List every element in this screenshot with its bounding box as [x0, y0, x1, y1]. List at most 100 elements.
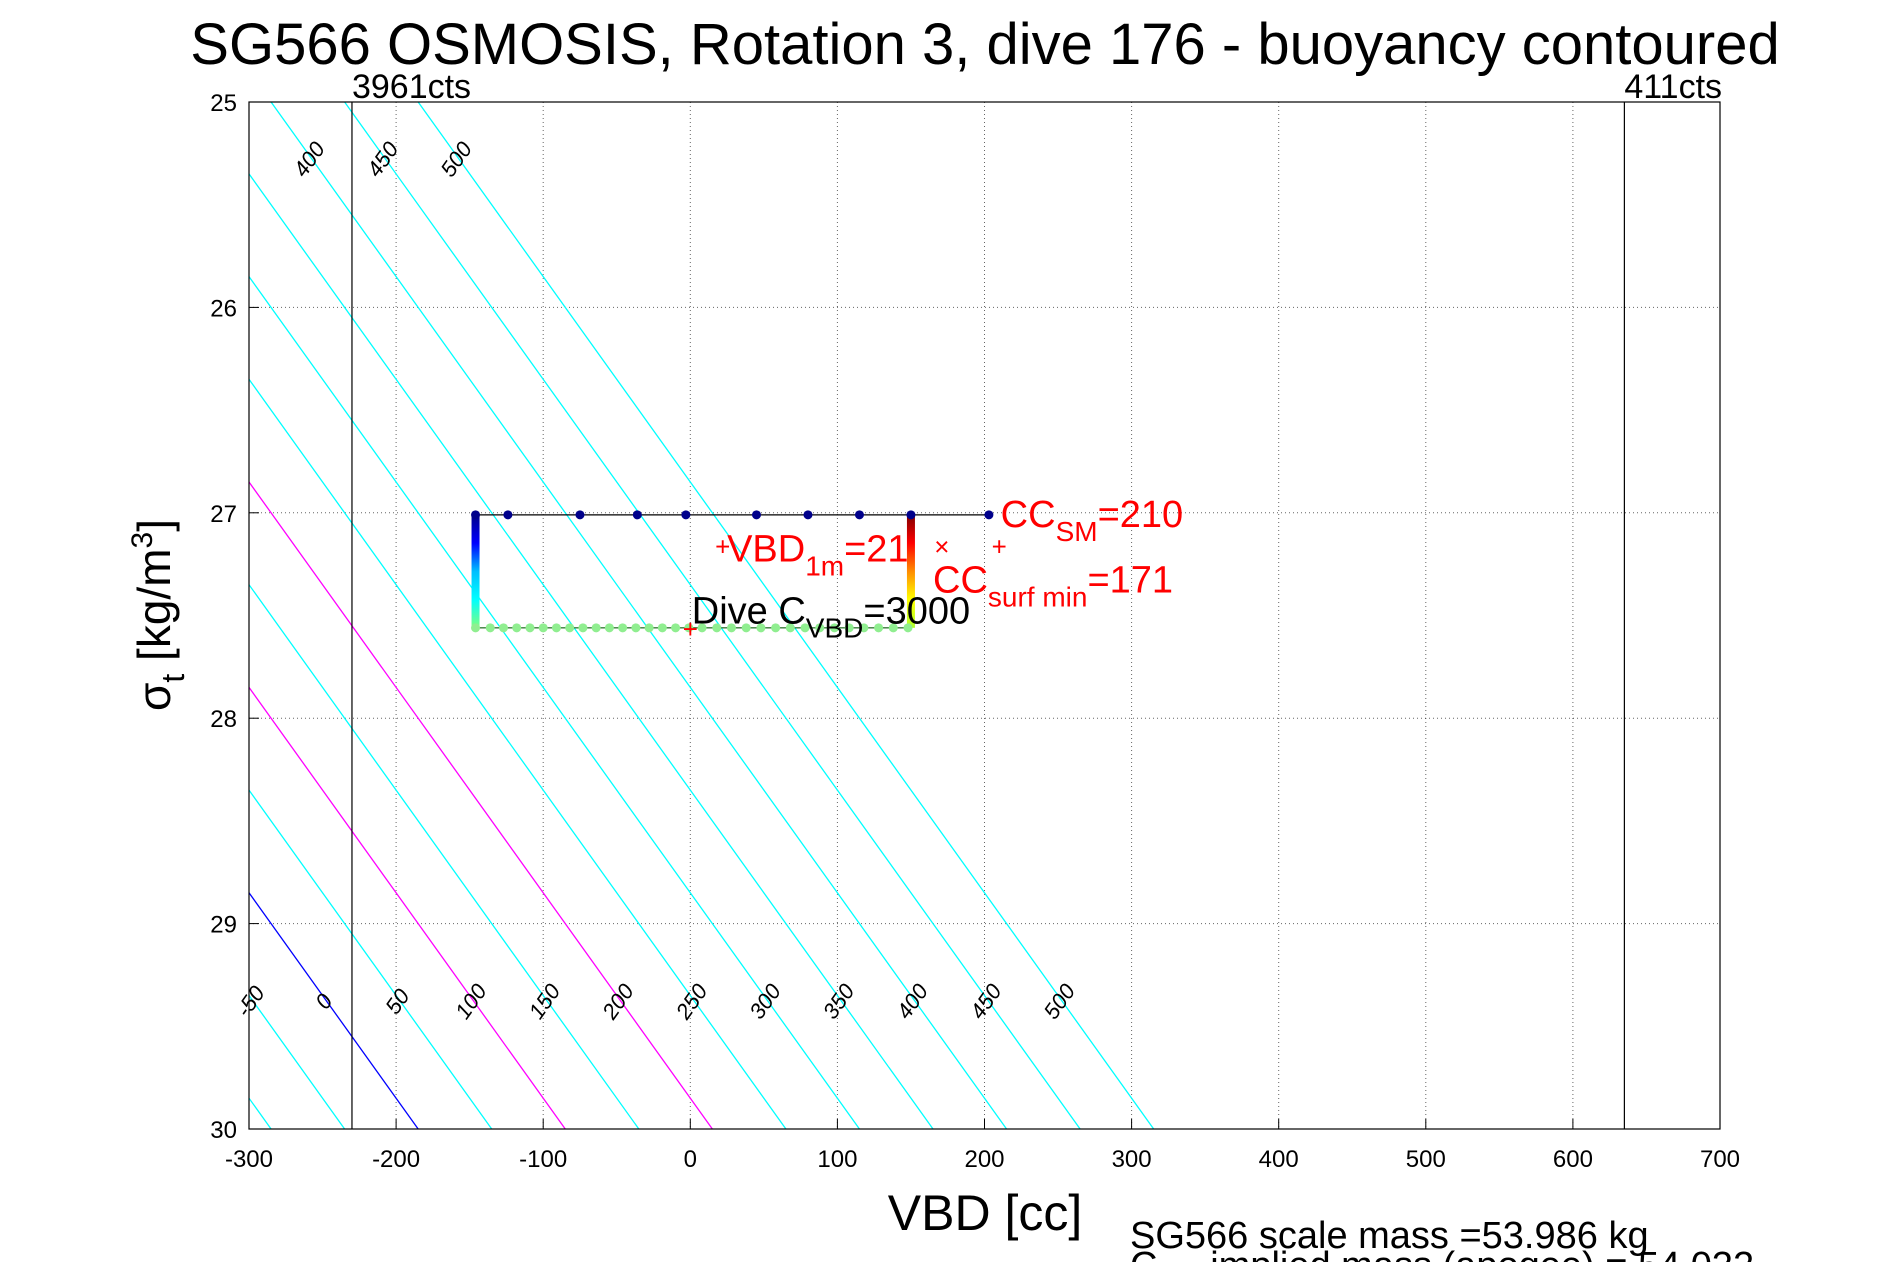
trace-top-point: [803, 510, 813, 520]
annotation-ccsm: CCSM=210: [1001, 494, 1183, 547]
annotation-main: Dive C: [692, 590, 806, 632]
y-axis-label-sup: 3: [126, 532, 159, 549]
annotation-rest: =3000: [863, 590, 970, 632]
contour-line: [249, 480, 713, 1129]
trace-top-point: [984, 510, 994, 520]
footer-implied-mass-rest: implied mass (apogee) = 54.032: [1157, 1245, 1754, 1262]
vbd-limit-label: 3961cts: [352, 68, 471, 106]
y-axis-label: σt [kg/m3]: [126, 519, 191, 711]
contour-line: [0, 102, 50, 1129]
trace-bottom-point: [888, 623, 898, 633]
annotation-ccsurf: CCsurf min=171: [933, 560, 1173, 613]
trace-bottom-point: [903, 623, 913, 633]
trace-bottom-point: [771, 623, 781, 633]
contour-line: [344, 102, 1081, 1129]
trace-bottom-point: [800, 623, 810, 633]
x-tick-label: 100: [817, 1146, 857, 1173]
contour-label: 500: [435, 136, 477, 181]
x-tick-labels: -300 -200 -100 0 100 200 300 400 500 600 700: [225, 1119, 1740, 1173]
footer-implied-mass-line: C implied mass (apogee) = 54.032: [1130, 1245, 1754, 1262]
contour-label: 300: [744, 979, 786, 1024]
trace-bottom-point: [604, 623, 614, 633]
trace-top-point: [854, 510, 864, 520]
x-tick-label: -100: [519, 1146, 567, 1173]
annotation-sub: surf min: [988, 582, 1088, 613]
contour-line: [249, 275, 860, 1129]
trace-bottom-point: [671, 623, 681, 633]
trace-bottom-point: [471, 623, 481, 633]
trace-right-ascent: [906, 514, 915, 628]
annotation-sub: SM: [1056, 516, 1098, 547]
trace-bottom-point: [657, 623, 667, 633]
marker: ×: [934, 532, 949, 562]
trace-bottom-point: [644, 623, 654, 633]
trace-bottom-point: [538, 623, 548, 633]
contour-label: 500: [1038, 979, 1080, 1024]
trace-bottom-point: [525, 623, 535, 633]
trace-bottom-point: [565, 623, 575, 633]
markers: + × + +: [683, 532, 1007, 644]
vbd-limit-lines: 3961cts 411cts: [351, 68, 1722, 1129]
trace-bottom-point: [631, 623, 641, 633]
contour-line: [249, 686, 566, 1129]
trace-bottom-point: [741, 623, 751, 633]
x-tick-label: 300: [1112, 1146, 1152, 1173]
trace-top-point: [575, 510, 585, 520]
y-tick-labels: 25 26 27 28 29 30: [210, 90, 259, 1144]
y-tick-label: 26: [210, 295, 237, 322]
contour-line: [249, 583, 640, 1129]
annotation-sub: VBD: [806, 612, 864, 643]
contour-line: [270, 102, 1008, 1129]
annotation-rest: =171: [1087, 560, 1173, 602]
trace-top-point: [681, 510, 691, 520]
annotation-sub: 1m: [805, 551, 844, 582]
footer-implied-mass-c: C: [1130, 1245, 1157, 1262]
x-tick-label: -300: [225, 1146, 273, 1173]
contour-label: 100: [450, 979, 492, 1024]
y-axis-label-close: ]: [128, 519, 180, 532]
chart-title: SG566 OSMOSIS, Rotation 3, dive 176 - bu…: [190, 12, 1779, 77]
x-axis-label: VBD [cc]: [888, 1185, 1082, 1241]
contour-label: 50: [380, 984, 415, 1019]
contour-label: 450: [362, 136, 404, 181]
contour-label: 400: [891, 979, 933, 1024]
grid-lines: [249, 102, 1720, 1129]
trace-bottom-point: [591, 623, 601, 633]
trace-top-point: [751, 510, 761, 520]
trace-bottom-point: [485, 623, 495, 633]
contour-label: 450: [965, 979, 1007, 1024]
annotation-main: CC: [933, 560, 988, 602]
annotation-rest: =21: [844, 529, 908, 571]
annotation-main: VBD: [727, 529, 805, 571]
x-tick-label: -200: [372, 1146, 420, 1173]
trace-bottom-point: [829, 623, 839, 633]
trace-top-point: [503, 510, 513, 520]
trace-bottom-point: [551, 623, 561, 633]
contour-label: 400: [288, 136, 330, 181]
contour-line: [249, 891, 419, 1129]
x-tick-label: 0: [684, 1146, 697, 1173]
trace-top-point: [471, 510, 481, 520]
x-tick-label: 500: [1406, 1146, 1446, 1173]
trace-bottom-point: [815, 623, 825, 633]
trace-bottom-point: [684, 623, 694, 633]
y-tick-label: 29: [210, 912, 237, 939]
trace-top-point: [906, 510, 916, 520]
vbd-limit-label: 411cts: [1624, 68, 1722, 106]
y-axis-label-unit: [kg/m: [128, 548, 180, 673]
contour-line: [249, 172, 934, 1129]
y-tick-label: 25: [210, 90, 237, 117]
annotation-vbd1m: VBD1m=21: [727, 529, 909, 582]
annotation-dive_cvbd: Dive CVBD=3000: [692, 590, 970, 643]
x-tick-label: 400: [1259, 1146, 1299, 1173]
x-tick-label: 700: [1700, 1146, 1740, 1173]
trace-bottom-point: [726, 623, 736, 633]
trace-bottom-point: [859, 623, 869, 633]
y-tick-label: 28: [210, 706, 237, 733]
footer-mass-line: SG566 scale mass =53.986 kg: [1130, 1215, 1649, 1257]
contour-label: -50: [231, 981, 270, 1022]
x-tick-label: 600: [1553, 1146, 1593, 1173]
marker: +: [683, 614, 698, 644]
